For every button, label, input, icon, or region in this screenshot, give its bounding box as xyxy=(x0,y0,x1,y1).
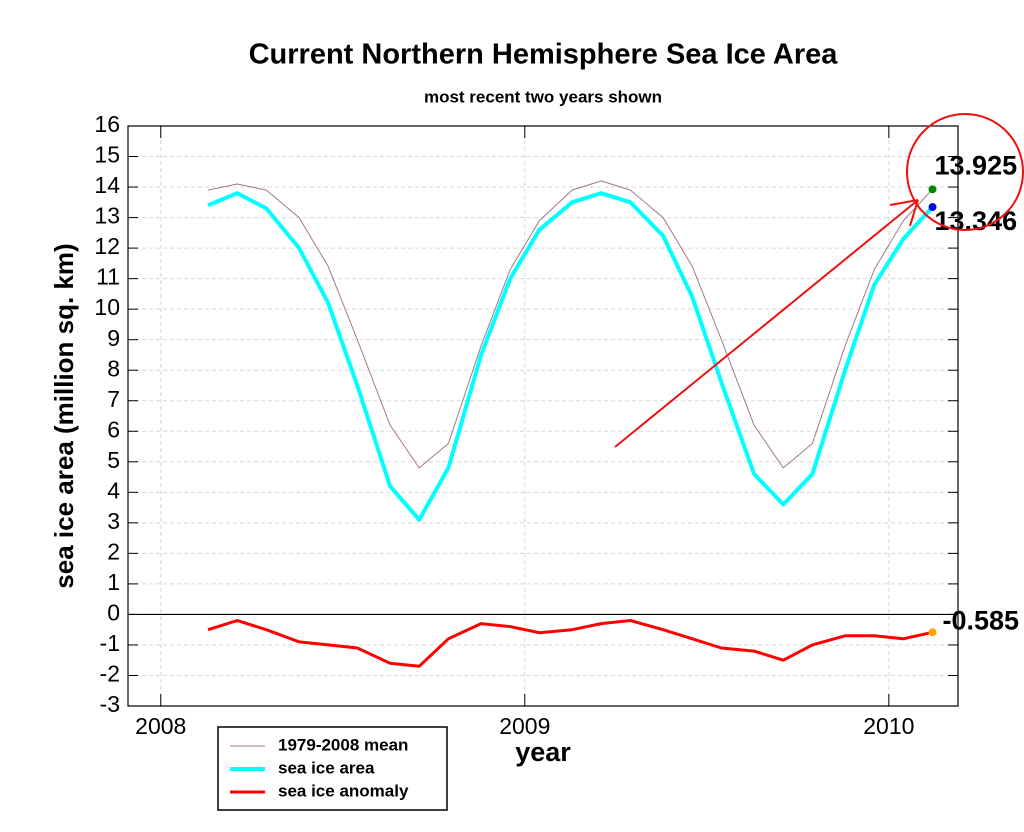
y-tick-label: 5 xyxy=(107,447,120,473)
legend-label: 1979-2008 mean xyxy=(278,735,408,754)
y-tick-label: -1 xyxy=(100,630,120,656)
end-point xyxy=(928,628,937,637)
chart-subtitle: most recent two years shown xyxy=(424,87,662,106)
x-tick-label: 2009 xyxy=(499,713,550,739)
chart-title: Current Northern Hemisphere Sea Ice Area xyxy=(249,39,839,71)
y-tick-label: -3 xyxy=(100,691,120,717)
annotation-circle xyxy=(906,113,1024,231)
end-point xyxy=(928,203,937,212)
series-line xyxy=(207,619,933,668)
end-value-label: -0.585 xyxy=(943,605,1020,635)
legend-label: sea ice area xyxy=(278,758,375,777)
x-tick-label: 2008 xyxy=(135,713,186,739)
end-value-label: 13.925 xyxy=(935,150,1018,180)
annotation-arrow xyxy=(614,199,919,448)
y-tick-label: 1 xyxy=(107,569,120,595)
x-tick-label: 2010 xyxy=(863,713,914,739)
y-tick-label: 4 xyxy=(107,477,120,503)
y-tick-label: 16 xyxy=(94,111,120,137)
y-tick-label: 3 xyxy=(107,508,120,534)
y-tick-label: 6 xyxy=(107,416,120,442)
x-axis-label: year xyxy=(515,737,571,767)
y-tick-label: 13 xyxy=(94,203,120,229)
end-point xyxy=(928,185,937,194)
y-tick-label: 2 xyxy=(107,538,120,564)
y-tick-label: 9 xyxy=(107,325,120,351)
plot-frame xyxy=(127,125,959,707)
y-tick-label: 14 xyxy=(94,172,120,198)
y-tick-label: 10 xyxy=(94,294,120,320)
plot-area xyxy=(128,126,958,706)
y-tick-label: 0 xyxy=(107,599,120,625)
series-line xyxy=(207,180,933,469)
y-tick-label: 15 xyxy=(94,142,120,168)
legend-label: sea ice anomaly xyxy=(278,781,409,800)
y-tick-label: 8 xyxy=(107,355,120,381)
arrow-head xyxy=(889,199,919,206)
arrow-head xyxy=(909,199,919,227)
end-value-label: 13.346 xyxy=(935,206,1018,236)
y-tick-label: -2 xyxy=(100,661,120,687)
y-tick-label: 7 xyxy=(107,386,120,412)
y-tick-label: 11 xyxy=(96,264,120,290)
series-line xyxy=(207,191,934,522)
y-tick-label: 12 xyxy=(94,233,120,259)
y-axis-label: sea ice area (million sq. km) xyxy=(49,243,79,588)
